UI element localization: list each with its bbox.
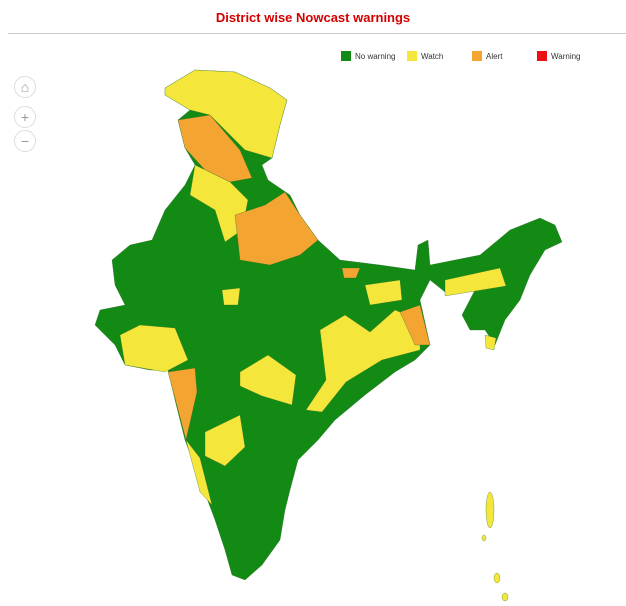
island[interactable]: [481, 534, 487, 542]
legend-swatch: [537, 51, 547, 61]
legend-label: Alert: [486, 51, 503, 61]
zoom-in-button[interactable]: +: [14, 106, 36, 128]
island[interactable]: [501, 592, 509, 602]
region[interactable]: [305, 309, 421, 413]
region[interactable]: [234, 191, 319, 266]
legend-item[interactable]: Alert: [472, 51, 502, 61]
legend-swatch: [407, 51, 417, 61]
region[interactable]: [341, 267, 361, 279]
legend-item[interactable]: Watch: [407, 51, 443, 61]
island[interactable]: [493, 572, 501, 584]
region[interactable]: [119, 324, 189, 373]
legend-item[interactable]: Warning: [537, 51, 581, 61]
region[interactable]: [444, 267, 507, 297]
legend-swatch: [341, 51, 351, 61]
region[interactable]: [185, 439, 213, 506]
legend-item[interactable]: No warning: [341, 51, 395, 61]
region[interactable]: [167, 367, 198, 441]
divider: [8, 33, 626, 34]
map-title: District wise Nowcast warnings: [215, 10, 411, 25]
legend-label: Warning: [551, 51, 581, 61]
region[interactable]: [399, 304, 431, 346]
region[interactable]: [164, 69, 288, 159]
region[interactable]: [189, 164, 249, 243]
zoom-out-button[interactable]: −: [14, 130, 36, 152]
region[interactable]: [239, 354, 297, 406]
region[interactable]: [221, 287, 241, 306]
region[interactable]: [364, 279, 403, 306]
region[interactable]: [484, 334, 497, 351]
legend-label: No warning: [355, 51, 396, 61]
legend-label: Watch: [421, 51, 444, 61]
legend-swatch: [472, 51, 482, 61]
region[interactable]: [204, 414, 246, 467]
region[interactable]: [177, 114, 253, 183]
home-button[interactable]: ⌂: [14, 76, 36, 98]
island[interactable]: [485, 491, 495, 529]
